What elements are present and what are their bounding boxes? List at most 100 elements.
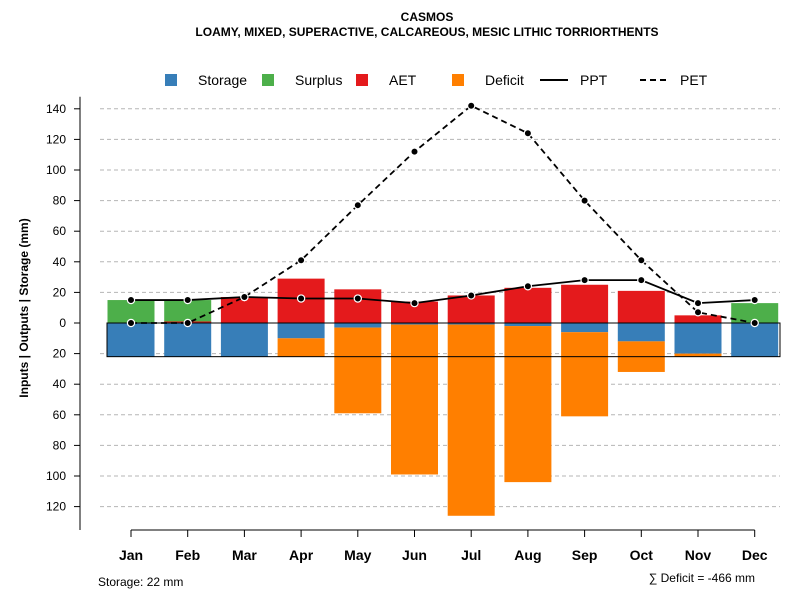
y-tick-label: 120	[46, 500, 66, 514]
lines	[126, 101, 759, 328]
chart-title: CASMOS	[401, 10, 454, 24]
x-tick-label: Aug	[514, 547, 541, 563]
bar-deficit	[391, 324, 438, 475]
bar-deficit	[504, 326, 552, 483]
bar-deficit	[277, 338, 325, 357]
pet-point	[693, 308, 703, 317]
bar-storage	[391, 323, 438, 325]
bar-storage	[164, 323, 212, 357]
bar-aet	[447, 295, 495, 323]
y-tick-label: 40	[53, 377, 67, 391]
ppt-point	[353, 294, 362, 303]
x-tick-label: Sep	[572, 547, 598, 563]
x-tick-label: Apr	[289, 547, 314, 563]
pet-point	[353, 200, 362, 210]
ppt-point	[693, 298, 703, 308]
legend-swatch-storage	[165, 74, 177, 86]
legend-swatch-surplus	[262, 74, 274, 86]
y-axis-label: Inputs | Outputs | Storage (mm)	[17, 218, 31, 397]
x-tick-label: Oct	[630, 547, 654, 563]
bar-storage	[561, 323, 609, 333]
legend-label-deficit: Deficit	[485, 72, 524, 88]
pet-point	[183, 318, 192, 328]
pet-line	[131, 104, 755, 324]
gridlines	[100, 108, 780, 508]
bar-aet	[561, 284, 609, 323]
bar-storage	[220, 323, 268, 357]
bar-storage	[617, 323, 665, 342]
bar-deficit	[674, 353, 722, 357]
x-tick-label: Jun	[402, 547, 427, 563]
bar-surplus	[731, 303, 779, 323]
ppt-point	[126, 295, 136, 305]
pet-point	[637, 256, 646, 265]
bar-aet	[220, 296, 268, 323]
chart-subtitle: LOAMY, MIXED, SUPERACTIVE, CALCAREOUS, M…	[195, 25, 658, 39]
bar-aet	[674, 315, 722, 323]
ppt-point	[580, 275, 589, 285]
y-tick-label: 100	[46, 163, 66, 177]
pet-point	[126, 318, 136, 328]
y-tick-label: 0	[59, 316, 66, 330]
bar-deficit	[447, 324, 495, 516]
storage-footnote: Storage: 22 mm	[98, 575, 183, 589]
pet-point	[410, 147, 419, 156]
y-tick-label: 100	[46, 469, 66, 483]
bar-aet	[617, 290, 665, 323]
x-tick-label: Nov	[685, 547, 712, 563]
ppt-point	[467, 291, 476, 300]
bars	[107, 278, 779, 516]
bar-storage	[334, 323, 382, 328]
y-tick-label: 60	[53, 224, 67, 238]
bar-aet	[504, 287, 552, 323]
ppt-point	[750, 295, 759, 305]
x-tick-label: Dec	[742, 547, 768, 563]
bar-storage	[277, 323, 325, 339]
y-tick-label: 40	[53, 255, 67, 269]
x-tick-label: Jan	[119, 547, 143, 563]
bar-deficit	[561, 332, 609, 417]
y-tick-label: 20	[53, 285, 67, 299]
bar-storage	[731, 323, 779, 357]
ppt-point	[183, 295, 192, 305]
bar-storage	[674, 323, 722, 354]
ppt-point	[296, 294, 306, 303]
y-tick-label: 60	[53, 408, 67, 422]
y-tick-label: 80	[53, 438, 67, 452]
x-tick-label: Mar	[232, 547, 257, 563]
bar-surplus	[107, 300, 155, 323]
y-tick-label: 80	[53, 194, 67, 208]
storage-capacity-frame	[106, 322, 781, 358]
pet-point	[750, 318, 759, 328]
ppt-point	[637, 275, 646, 285]
y-tick-label: 120	[46, 132, 66, 146]
bar-storage	[107, 323, 155, 357]
storage-capacity-box	[106, 322, 781, 358]
pet-point	[467, 101, 476, 110]
pet-point	[296, 256, 306, 265]
legend-label-pet: PET	[680, 72, 708, 88]
ppt-point	[523, 282, 533, 291]
legend-label-aet: AET	[389, 72, 417, 88]
legend: Storage Surplus AET Deficit PPT PET	[165, 72, 708, 88]
pet-point	[523, 129, 533, 138]
deficit-footnote: ∑ Deficit = -466 mm	[649, 571, 755, 585]
pet-point	[580, 196, 589, 205]
legend-swatch-aet	[356, 74, 368, 86]
bar-storage	[447, 323, 495, 325]
x-tick-label: May	[344, 547, 371, 563]
pet-point	[240, 292, 249, 302]
legend-label-storage: Storage	[198, 72, 247, 88]
bar-aet	[391, 301, 438, 323]
x-tick-label: Feb	[175, 547, 200, 563]
y-tick-label: 140	[46, 102, 66, 116]
bar-storage	[504, 323, 552, 327]
ppt-point	[410, 298, 419, 308]
legend-label-ppt: PPT	[580, 72, 608, 88]
legend-label-surplus: Surplus	[295, 72, 342, 88]
bar-deficit	[334, 327, 382, 414]
axes: 140 120 100 80 60 40 20 0 20 40 60 80 100 120 Jan Feb Ma…	[46, 96, 768, 563]
legend-swatch-deficit	[452, 74, 464, 86]
x-tick-label: Jul	[461, 547, 481, 563]
